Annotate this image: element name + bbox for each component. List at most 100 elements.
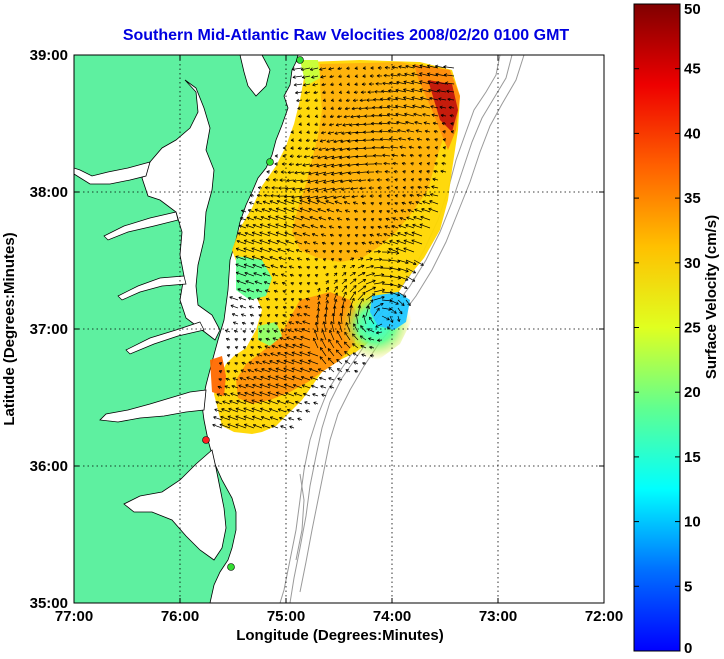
- velocity-vector-head: [321, 82, 325, 86]
- velocity-vector-head: [306, 274, 310, 278]
- velocity-vector: [248, 209, 255, 213]
- velocity-vector-head: [359, 100, 363, 103]
- velocity-vector-head: [434, 154, 438, 156]
- velocity-vector: [297, 107, 303, 110]
- velocity-vector: [341, 285, 347, 293]
- velocity-vector: [302, 320, 311, 325]
- velocity-vector-head: [362, 131, 366, 134]
- velocity-vector: [259, 239, 271, 245]
- velocity-vector: [325, 300, 329, 309]
- velocity-vector: [404, 73, 415, 77]
- velocity-vector-head: [315, 116, 319, 118]
- velocity-vector-head: [403, 247, 406, 251]
- velocity-vector-head: [212, 424, 215, 428]
- velocity-vector-head: [301, 171, 305, 174]
- velocity-vector: [345, 322, 351, 333]
- velocity-vector-head: [354, 139, 358, 142]
- velocity-vector-head: [234, 338, 238, 342]
- velocity-vector-head: [351, 106, 355, 110]
- velocity-vector-head: [282, 298, 286, 302]
- velocity-vector-head: [265, 178, 269, 180]
- velocity-vector-head: [422, 201, 425, 204]
- velocity-vector-head: [327, 348, 332, 351]
- velocity-vector-head: [339, 147, 343, 151]
- velocity-vector-head: [346, 250, 349, 254]
- velocity-vector-head: [400, 209, 404, 213]
- velocity-vector-head: [347, 139, 351, 142]
- velocity-vector: [373, 266, 384, 269]
- velocity-vector-head: [275, 375, 278, 379]
- velocity-vector-head: [236, 399, 240, 401]
- velocity-vector-head: [362, 201, 366, 203]
- velocity-vector-head: [294, 241, 298, 244]
- velocity-vector-head: [338, 321, 342, 324]
- velocity-vector-head: [257, 187, 261, 190]
- velocity-vector: [333, 139, 343, 143]
- velocity-vector-head: [326, 208, 330, 210]
- velocity-vector-head: [376, 178, 380, 181]
- velocity-vector-head: [376, 307, 380, 310]
- velocity-vector: [315, 171, 327, 175]
- velocity-vector-head: [360, 92, 364, 94]
- velocity-vector-head: [234, 354, 238, 358]
- velocity-vector-head: [323, 321, 326, 325]
- velocity-vector-head: [323, 188, 327, 191]
- velocity-vector-head: [396, 121, 399, 125]
- velocity-vector-head: [348, 312, 351, 316]
- velocity-vector-head: [410, 171, 414, 174]
- velocity-vector-head: [394, 178, 398, 180]
- radar-site-marker: [296, 56, 304, 64]
- velocity-vector-head: [322, 106, 326, 109]
- velocity-vector-head: [322, 124, 326, 127]
- velocity-vector-head: [399, 145, 403, 148]
- velocity-vector: [287, 257, 295, 261]
- velocity-vector-head: [382, 289, 385, 292]
- velocity-vector-head: [376, 179, 380, 182]
- velocity-vector: [397, 307, 403, 315]
- velocity-vector-head: [386, 113, 390, 117]
- velocity-vector: [389, 82, 399, 85]
- velocity-vector-head: [319, 294, 321, 298]
- velocity-vector-head: [325, 313, 328, 317]
- velocity-vector-head: [274, 155, 278, 158]
- velocity-vector-head: [424, 129, 428, 132]
- velocity-vector-head: [306, 122, 310, 125]
- velocity-vector-head: [434, 146, 438, 148]
- velocity-vector-head: [276, 240, 279, 244]
- velocity-vector-head: [323, 313, 326, 317]
- velocity-vector-head: [241, 209, 245, 211]
- velocity-vector-head: [227, 416, 231, 419]
- velocity-vector-head: [417, 145, 421, 148]
- velocity-vector-head: [305, 258, 309, 262]
- velocity-vector-head: [378, 202, 382, 206]
- velocity-vector-head: [418, 154, 422, 158]
- velocity-vector-head: [240, 217, 244, 219]
- velocity-vector: [383, 162, 391, 165]
- velocity-vector-head: [368, 187, 372, 190]
- velocity-vector-head: [232, 321, 236, 325]
- velocity-vector-head: [405, 64, 409, 67]
- velocity-vector-head: [248, 209, 252, 211]
- velocity-vector-head: [331, 174, 335, 176]
- velocity-vector-head: [292, 343, 296, 345]
- velocity-vector-head: [335, 123, 339, 126]
- velocity-vector-head: [409, 154, 413, 158]
- velocity-vector-head: [245, 224, 249, 228]
- velocity-vector-head: [314, 108, 318, 110]
- velocity-vector-head: [336, 114, 340, 118]
- velocity-vector-head: [317, 287, 321, 291]
- velocity-vector-head: [352, 265, 355, 269]
- velocity-vector-head: [273, 330, 277, 334]
- velocity-vector-head: [392, 162, 396, 166]
- velocity-vector-head: [344, 272, 347, 276]
- velocity-vector-head: [267, 383, 270, 387]
- velocity-vector-head: [321, 122, 325, 126]
- velocity-vector-head: [369, 75, 373, 78]
- velocity-vector: [261, 424, 271, 429]
- velocity-vector-head: [353, 92, 358, 94]
- velocity-vector: [304, 91, 311, 94]
- velocity-vector-head: [413, 113, 416, 117]
- velocity-vector-head: [436, 81, 439, 85]
- velocity-vector-head: [339, 173, 343, 176]
- velocity-vector-head: [314, 122, 318, 126]
